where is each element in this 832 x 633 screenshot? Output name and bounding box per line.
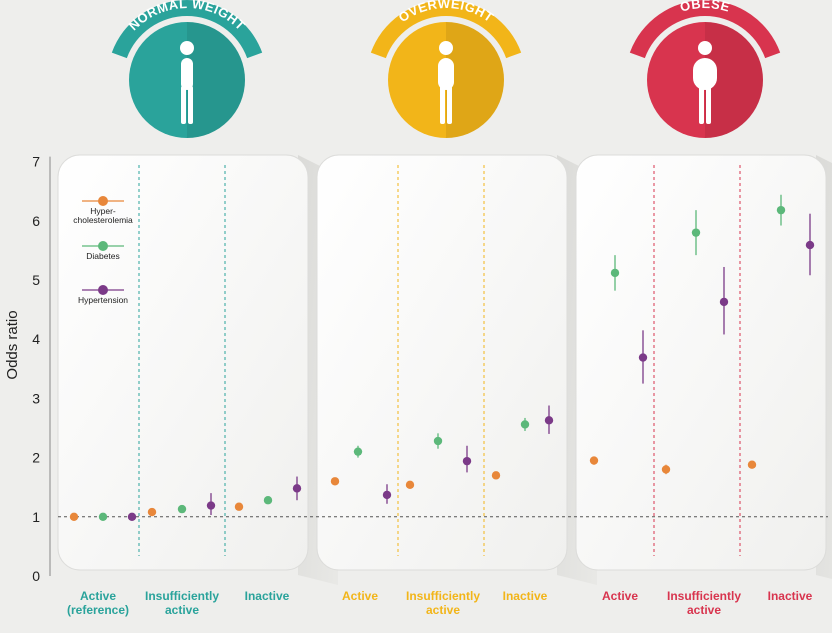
data-point — [691, 228, 701, 237]
data-point — [292, 484, 302, 493]
person-leg-icon — [699, 86, 704, 124]
category-label-line1: Inactive — [244, 589, 290, 603]
category-label-line1: Active — [79, 589, 117, 603]
data-point — [747, 460, 757, 469]
badge-arc — [111, 0, 263, 59]
data-point — [589, 456, 599, 465]
data-point — [69, 512, 79, 521]
category-label-line1: Insufficiently — [405, 589, 480, 603]
data-point — [177, 504, 187, 514]
category-label-line1: Inactive — [502, 589, 548, 603]
panel-3 — [575, 154, 827, 571]
legend-marker — [98, 241, 108, 251]
data-point — [353, 447, 363, 456]
data-point — [263, 496, 273, 505]
data-point — [234, 502, 244, 511]
category-label-line1: Insufficiently — [666, 589, 741, 603]
badge-arc — [370, 0, 522, 59]
badge-label: OBESE — [678, 0, 731, 15]
y-tick-label: 1 — [32, 509, 40, 525]
category-label-line2: active — [686, 603, 722, 617]
person-head-icon — [180, 41, 194, 55]
legend-label: Hypertension — [78, 295, 128, 305]
data-point — [491, 471, 501, 480]
panel-1 — [57, 154, 309, 571]
category-label: Active — [570, 589, 670, 603]
y-tick-label: 2 — [32, 450, 40, 466]
category-label: Insufficiently active — [132, 589, 232, 617]
category-label: Insufficiently active — [393, 589, 493, 617]
data-point — [462, 456, 472, 466]
data-point — [610, 268, 620, 278]
person-leg-icon — [188, 86, 193, 124]
data-point — [520, 420, 530, 429]
person-body-icon — [438, 58, 454, 90]
data-point — [661, 465, 671, 474]
data-point — [127, 512, 137, 521]
category-label-line1: Insufficiently — [144, 589, 219, 603]
y-axis-label: Odds ratio — [4, 310, 21, 379]
data-point — [405, 480, 415, 490]
category-label: Insufficiently active — [654, 589, 754, 617]
data-point — [433, 436, 443, 446]
y-tick-label: 3 — [32, 390, 40, 406]
y-tick-label: 7 — [32, 154, 40, 170]
category-label: Inactive — [217, 589, 317, 603]
category-label-line1: Active — [341, 589, 379, 603]
legend-marker — [98, 285, 108, 295]
person-leg-icon — [706, 86, 711, 124]
data-point — [805, 240, 815, 250]
category-label-line2: active — [425, 603, 461, 617]
person-leg-icon — [181, 86, 186, 124]
badge-shade — [705, 22, 763, 138]
data-point — [638, 353, 648, 362]
y-tick-label: 5 — [32, 272, 40, 288]
y-tick-label: 6 — [32, 213, 40, 229]
data-point — [776, 205, 786, 215]
data-point — [206, 501, 216, 510]
y-tick-label: 4 — [32, 331, 40, 347]
person-body-icon — [181, 58, 193, 90]
data-point — [98, 512, 108, 521]
panels — [57, 154, 832, 585]
category-label-line1: Inactive — [767, 589, 813, 603]
y-tick-label: 0 — [32, 568, 40, 584]
person-leg-icon — [447, 86, 452, 124]
category-label: Active — [310, 589, 410, 603]
data-point — [544, 416, 554, 425]
person-head-icon — [439, 41, 453, 55]
category-label: Active (reference) — [48, 589, 148, 617]
legend: Hyper-cholesterolemia Diabetes Hypertensio… — [73, 196, 133, 305]
category-label: Inactive — [475, 589, 575, 603]
category-label-line2: active — [164, 603, 200, 617]
category-label: Inactive — [740, 589, 832, 603]
legend-label: Diabetes — [86, 251, 120, 261]
badge-shade — [446, 22, 504, 138]
person-leg-icon — [440, 86, 445, 124]
data-point — [719, 297, 729, 307]
data-marks — [69, 194, 815, 521]
person-head-icon — [698, 41, 712, 55]
legend-label: Hyper-cholesterolemia — [73, 206, 133, 225]
category-label-line2: (reference) — [66, 603, 130, 617]
panel-2 — [316, 154, 568, 571]
data-point — [330, 477, 340, 486]
y-axis: 0 1 2 3 4 5 6 7 Odds ratio — [4, 154, 828, 584]
legend-marker — [98, 196, 108, 206]
badge-shade — [187, 22, 245, 138]
data-point — [147, 507, 157, 517]
person-body-icon — [693, 58, 717, 90]
data-point — [382, 490, 392, 500]
category-label-line1: Active — [601, 589, 639, 603]
badge-arc — [629, 0, 781, 59]
